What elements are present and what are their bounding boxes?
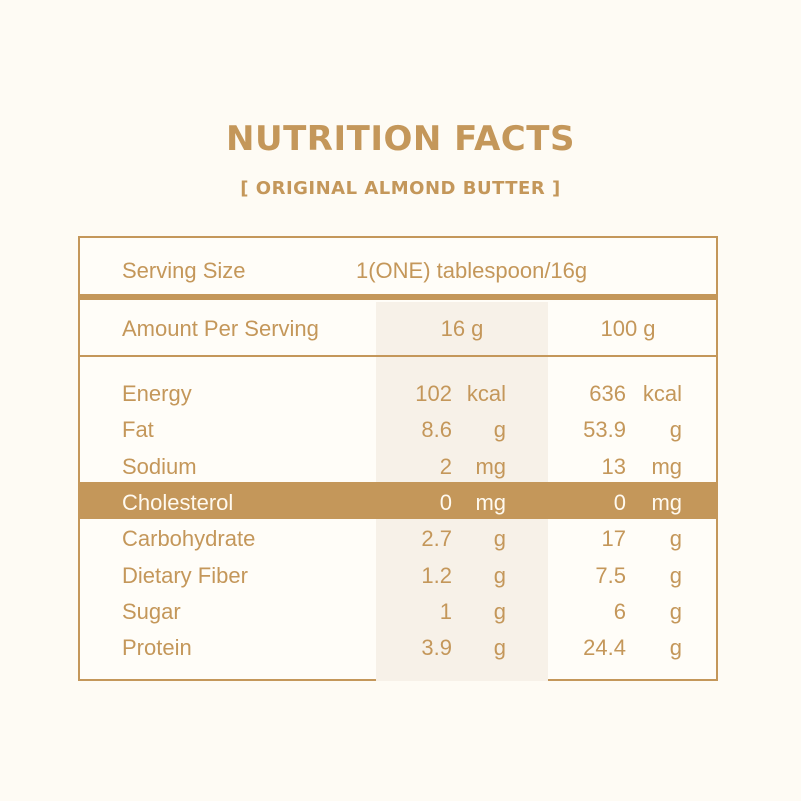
amount-per-serving-label: Amount Per Serving [122, 316, 319, 341]
value-16g: 8.6 [421, 417, 452, 442]
nutrient-name: Sugar [122, 599, 181, 624]
nutrient-name: Dietary Fiber [122, 563, 248, 588]
value-16g: 0 [439, 490, 452, 515]
unit-16g: g [493, 599, 506, 624]
column-header-100g: 100 g [600, 316, 656, 341]
value-16g: 3.9 [421, 635, 452, 660]
page-title: NUTRITION FACTS [226, 119, 575, 159]
unit-16g: g [493, 417, 506, 442]
column-header-16g: 16 g [440, 316, 484, 341]
nutrient-name: Sodium [122, 454, 197, 479]
unit-16g: g [493, 563, 506, 588]
value-16g: 2.7 [421, 526, 452, 551]
product-subtitle: [ ORIGINAL ALMOND BUTTER ] [240, 178, 561, 199]
unit-100g: g [669, 635, 682, 660]
value-100g: 53.9 [583, 417, 626, 442]
thick-divider [80, 294, 716, 300]
value-16g: 2 [439, 454, 452, 479]
value-100g: 24.4 [583, 635, 626, 660]
nutrient-name: Carbohydrate [122, 526, 256, 551]
thin-divider [80, 355, 716, 357]
value-100g: 17 [601, 526, 626, 551]
value-100g: 0 [613, 490, 626, 515]
value-16g: 102 [415, 381, 452, 406]
unit-100g: mg [651, 490, 682, 515]
nutrition-table: Serving Size 1(ONE) tablespoon/16g Amoun… [78, 236, 718, 681]
nutrient-name: Protein [122, 635, 192, 660]
unit-16g: mg [475, 490, 506, 515]
serving-size-value: 1(ONE) tablespoon/16g [356, 258, 588, 283]
unit-16g: mg [475, 454, 506, 479]
unit-16g: g [493, 526, 506, 551]
value-100g: 7.5 [595, 563, 626, 588]
unit-100g: g [669, 526, 682, 551]
unit-100g: g [669, 563, 682, 588]
nutrient-name: Cholesterol [122, 490, 234, 515]
serving-size-label: Serving Size [122, 258, 246, 283]
unit-100g: g [669, 417, 682, 442]
unit-100g: mg [651, 454, 682, 479]
value-16g: 1.2 [421, 563, 452, 588]
cholesterol-highlight [80, 482, 716, 519]
value-100g: 636 [589, 381, 626, 406]
nutrient-name: Energy [122, 381, 192, 406]
value-100g: 13 [601, 454, 626, 479]
unit-16g: g [493, 635, 506, 660]
unit-100g: g [669, 599, 682, 624]
value-16g: 1 [439, 599, 452, 624]
value-100g: 6 [613, 599, 626, 624]
unit-16g: kcal [466, 381, 506, 406]
nutrient-name: Fat [122, 417, 154, 442]
unit-100g: kcal [642, 381, 682, 406]
